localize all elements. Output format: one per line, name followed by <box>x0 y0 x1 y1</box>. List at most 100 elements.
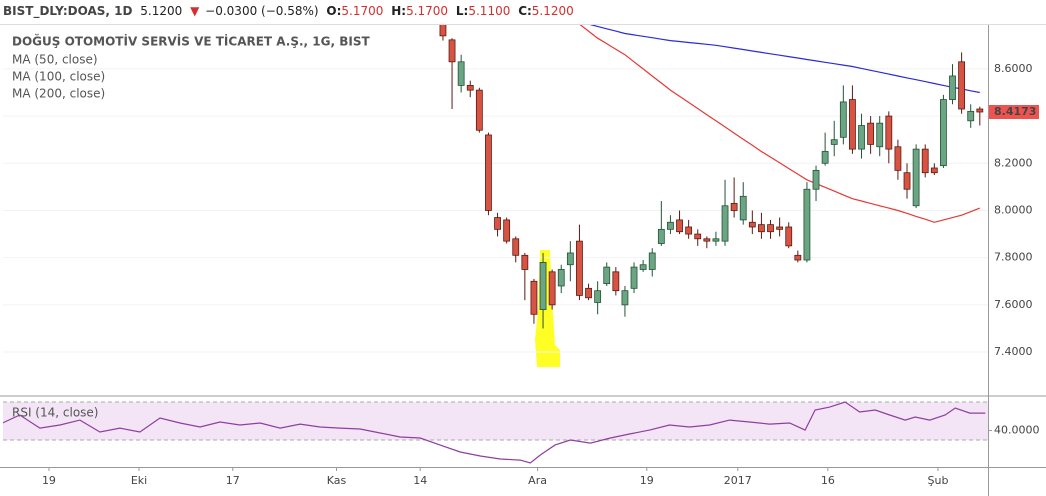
candle-body <box>803 188 811 261</box>
candle-body <box>839 101 847 138</box>
ohlc-label: L: <box>456 4 468 18</box>
y-tick-label: 40.0000 <box>994 424 1040 437</box>
candle-body <box>730 202 738 211</box>
candle-body <box>439 25 447 37</box>
candle-body <box>903 172 911 190</box>
x-tick-label: 19 <box>640 474 654 487</box>
candle-body <box>849 99 856 150</box>
candle-body <box>949 75 956 100</box>
candle-body <box>603 266 611 285</box>
y-tick-label: 8.6000 <box>994 62 1033 75</box>
candle-body <box>967 110 975 122</box>
candle-body <box>594 290 602 303</box>
candle-body <box>485 134 492 211</box>
candle-body <box>812 169 820 190</box>
candle-body <box>448 39 456 63</box>
y-tick-label: 8.2000 <box>994 156 1033 169</box>
candle-body <box>821 151 829 164</box>
candle-body <box>958 61 966 110</box>
candle-body <box>494 217 501 230</box>
ma-line <box>579 25 981 223</box>
rsi-title: RSI (14, close) <box>12 406 98 420</box>
header: BIST_DLY:DOAS, 1D 5.1200 ▼ −0.0300 (−0.5… <box>3 4 574 19</box>
axes: 7.40007.60007.80008.00008.20008.40008.60… <box>42 62 1040 487</box>
candle-body <box>776 226 784 230</box>
candle-body <box>876 122 884 148</box>
rsi-line <box>3 401 986 464</box>
candle-body <box>503 219 511 242</box>
last: 5.1200 <box>140 4 182 18</box>
candle-body <box>566 252 574 266</box>
candle-body <box>676 219 683 233</box>
x-tick-label: 19 <box>42 474 56 487</box>
price-pane <box>3 25 988 353</box>
candle-body <box>685 226 693 235</box>
x-tick-label: 14 <box>413 474 427 487</box>
candle-body <box>657 228 665 244</box>
candle-body <box>885 115 893 150</box>
x-tick-label: 16 <box>821 474 835 487</box>
x-tick-label: Eki <box>131 474 147 487</box>
symbol: BIST_DLY:DOAS, 1D <box>3 4 132 19</box>
candle-body <box>921 148 929 174</box>
candle-body <box>703 238 711 242</box>
x-tick-label: 17 <box>226 474 240 487</box>
arrow: ▼ <box>190 4 200 18</box>
change: −0.0300 (−0.58%) <box>205 4 318 18</box>
candle-body <box>748 221 756 228</box>
candle-body <box>785 226 793 247</box>
x-tick-label: 2017 <box>724 474 752 487</box>
candle-body <box>940 99 947 167</box>
legend-item: MA (100, close) <box>12 70 105 84</box>
candle-body <box>930 167 938 174</box>
ohlc-value: 5.1200 <box>532 4 574 18</box>
ohlc-label: O: <box>326 4 341 18</box>
candle-body <box>758 224 765 233</box>
y-tick-label: 7.6000 <box>994 298 1033 311</box>
candle-body <box>912 148 920 207</box>
ma-line <box>589 25 980 94</box>
candle-body <box>976 108 984 113</box>
legend-item: MA (200, close) <box>12 87 105 101</box>
ohlc-value: 5.1700 <box>341 4 383 18</box>
candle-body <box>648 252 656 270</box>
candle-body <box>621 290 629 306</box>
candle-body <box>721 205 729 242</box>
candle-body <box>457 61 465 86</box>
x-tick-label: Şub <box>927 474 948 487</box>
candle-body <box>867 122 875 145</box>
y-tick-label: 7.8000 <box>994 251 1033 264</box>
candle-body <box>667 221 674 230</box>
candle-body <box>712 238 720 242</box>
candle-body <box>466 85 474 91</box>
ohlc-label: H: <box>391 4 406 18</box>
candle-body <box>767 224 774 233</box>
last-price-box <box>989 105 1039 120</box>
legend-item: MA (50, close) <box>12 53 98 67</box>
x-tick-label: Kas <box>327 474 347 487</box>
candle-body <box>539 261 547 310</box>
y-tick-label: 7.4000 <box>994 345 1033 358</box>
candle-body <box>694 233 702 240</box>
candle-body <box>830 139 838 145</box>
candle-body <box>557 269 565 287</box>
candle-body <box>858 125 865 150</box>
ohlc-value: 5.1100 <box>468 4 510 18</box>
candle-body <box>530 280 538 315</box>
rsi-band <box>3 402 988 441</box>
candle-body <box>639 264 647 270</box>
rsi-pane <box>3 401 988 464</box>
legend-title: DOĞUŞ OTOMOTİV SERVİS VE TİCARET A.Ş., 1… <box>12 34 370 49</box>
candle-body <box>585 287 592 299</box>
candle-body <box>576 240 583 296</box>
ohlc-label: C: <box>518 4 532 18</box>
candle-body <box>630 266 638 289</box>
y-tick-label: 8.0000 <box>994 203 1033 216</box>
candle-body <box>521 254 529 270</box>
last-price-label: 8.4173 <box>994 105 1036 118</box>
candle-body <box>512 238 520 256</box>
candle-body <box>894 146 902 171</box>
ohlc-value: 5.1700 <box>406 4 448 18</box>
x-tick-label: Ara <box>528 474 547 487</box>
